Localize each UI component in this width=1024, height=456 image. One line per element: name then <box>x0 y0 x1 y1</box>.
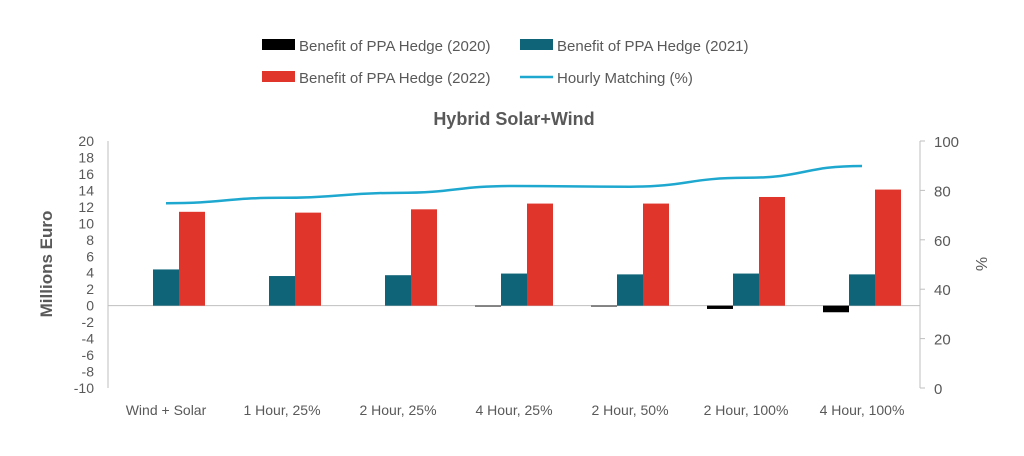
y-tick-label: -10 <box>74 380 94 396</box>
y-tick-label: 8 <box>86 232 94 248</box>
y-tick-label: 6 <box>86 248 94 264</box>
legend-item: Hourly Matching (%) <box>520 70 693 87</box>
axes: 20181614121086420-2-4-6-8-10100806040200… <box>74 133 959 418</box>
y-tick-label: -2 <box>82 314 95 330</box>
bar-benefit-of-ppa-hedge-2021 <box>153 269 179 306</box>
legend-swatch <box>520 39 553 50</box>
y-right-tick-label: 60 <box>934 233 951 250</box>
x-tick-label: 2 Hour, 25% <box>359 402 436 418</box>
legend-label: Hourly Matching (%) <box>557 70 693 87</box>
y-tick-label: 0 <box>86 298 94 314</box>
bar-benefit-of-ppa-hedge-2022 <box>179 211 205 306</box>
bar-benefit-of-ppa-hedge-2021 <box>849 274 875 306</box>
x-tick-label: 2 Hour, 100% <box>704 402 789 418</box>
bar-benefit-of-ppa-hedge-2022 <box>411 209 437 306</box>
y-tick-label: -6 <box>82 347 95 363</box>
chart-title: Hybrid Solar+Wind <box>433 109 594 129</box>
bar-benefit-of-ppa-hedge-2021 <box>733 273 759 306</box>
y-tick-label: 2 <box>86 281 94 297</box>
x-tick-label: 4 Hour, 100% <box>820 402 905 418</box>
y-right-tick-label: 80 <box>934 183 951 200</box>
y-right-tick-label: 40 <box>934 282 951 299</box>
bar-benefit-of-ppa-hedge-2021 <box>385 275 411 306</box>
legend-swatch <box>262 39 295 50</box>
y-tick-label: 4 <box>86 265 94 281</box>
y-tick-label: -4 <box>82 331 95 347</box>
legend-item: Benefit of PPA Hedge (2020) <box>262 38 491 55</box>
y-right-tick-label: 0 <box>934 381 942 398</box>
bar-benefit-of-ppa-hedge-2022 <box>643 203 669 306</box>
y-tick-label: 10 <box>78 215 94 231</box>
y-tick-label: -8 <box>82 364 95 380</box>
x-tick-label: Wind + Solar <box>126 402 207 418</box>
bar-benefit-of-ppa-hedge-2022 <box>527 203 553 306</box>
legend-item: Benefit of PPA Hedge (2021) <box>520 38 749 55</box>
x-tick-label: 4 Hour, 25% <box>475 402 552 418</box>
legend-label: Benefit of PPA Hedge (2021) <box>557 38 749 55</box>
bar-benefit-of-ppa-hedge-2022 <box>295 212 321 306</box>
legend-swatch <box>262 71 295 82</box>
bar-benefit-of-ppa-hedge-2020 <box>707 305 733 309</box>
bar-benefit-of-ppa-hedge-2020 <box>823 305 849 313</box>
y-tick-label: 20 <box>78 133 94 149</box>
y-axis-title: Millions Euro <box>37 211 56 318</box>
y-axis-right-title: % <box>972 257 989 271</box>
x-tick-label: 1 Hour, 25% <box>243 402 320 418</box>
bar-benefit-of-ppa-hedge-2020 <box>475 305 501 307</box>
lines <box>165 164 863 205</box>
y-tick-label: 12 <box>78 199 94 215</box>
legend-label: Benefit of PPA Hedge (2022) <box>299 70 491 87</box>
legend: Benefit of PPA Hedge (2020) Benefit of PP… <box>262 38 749 87</box>
bar-benefit-of-ppa-hedge-2021 <box>617 274 643 306</box>
line-hourly-matching <box>165 164 863 205</box>
y-tick-label: 18 <box>78 149 94 165</box>
y-right-tick-label: 20 <box>934 332 951 349</box>
bar-benefit-of-ppa-hedge-2022 <box>759 196 785 306</box>
bar-benefit-of-ppa-hedge-2021 <box>269 276 295 306</box>
y-tick-label: 16 <box>78 166 94 182</box>
bar-benefit-of-ppa-hedge-2021 <box>501 273 527 306</box>
legend-label: Benefit of PPA Hedge (2020) <box>299 38 491 55</box>
legend-item: Benefit of PPA Hedge (2022) <box>262 70 491 87</box>
y-tick-label: 14 <box>78 182 94 198</box>
bar-benefit-of-ppa-hedge-2022 <box>875 189 901 306</box>
y-right-tick-label: 100 <box>934 134 959 151</box>
bar-benefit-of-ppa-hedge-2020 <box>591 305 617 307</box>
bars <box>127 189 901 313</box>
x-tick-label: 2 Hour, 50% <box>591 402 668 418</box>
